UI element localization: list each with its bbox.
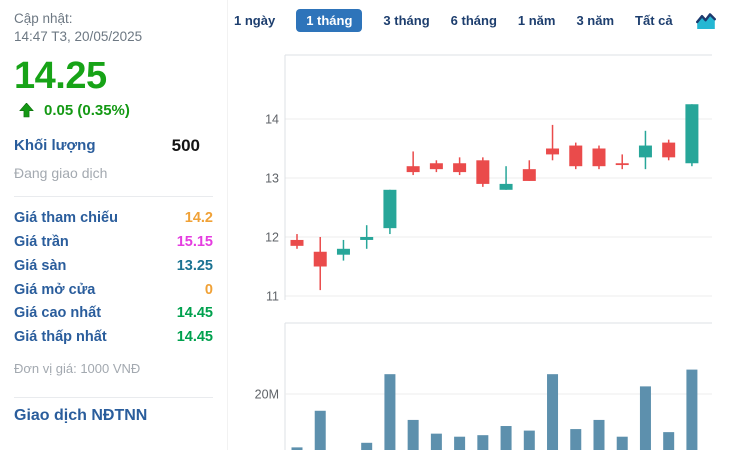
info-row-gia-san: Giá sàn 13.25	[14, 254, 213, 278]
volume-bar	[314, 410, 326, 450]
tab-6-thang[interactable]: 6 tháng	[450, 13, 497, 28]
candle-body	[569, 145, 583, 167]
candle-wick	[551, 124, 554, 161]
candle-body	[290, 239, 304, 246]
tab-tat-ca[interactable]: Tất cả	[635, 13, 673, 28]
volume-bar	[454, 436, 466, 450]
candle-body	[662, 142, 676, 158]
candle-body	[336, 248, 350, 255]
info-value: 14.45	[176, 328, 213, 345]
candle-body	[406, 166, 420, 173]
last-updated: Cập nhật: 14:47 T3, 20/05/2025	[14, 10, 213, 46]
candle-body	[499, 183, 513, 190]
candle-body	[383, 189, 397, 229]
volume-bar	[361, 442, 373, 450]
volume-bar	[593, 419, 605, 450]
tab-1-thang[interactable]: 1 tháng	[296, 9, 363, 32]
info-value: 0	[204, 281, 213, 298]
candle-body	[546, 148, 560, 155]
volume-bar	[384, 374, 396, 450]
candle-body	[476, 160, 490, 184]
volume-label: Khối lượng	[14, 137, 96, 155]
divider	[14, 195, 213, 197]
price-info-rows: Giá tham chiếu 14.2 Giá trần 15.15 Giá sàn 13…	[14, 207, 213, 349]
volume-bar	[686, 369, 698, 450]
volume-row: Khối lượng 500	[14, 136, 213, 156]
tab-3-thang[interactable]: 3 tháng	[383, 13, 430, 28]
info-row-gia-tham-chieu: Giá tham chiếu 14.2	[14, 207, 213, 231]
price-change-value: 0.05 (0.35%)	[44, 101, 130, 119]
quote-sidebar: Cập nhật: 14:47 T3, 20/05/2025 14.25 0.0…	[0, 0, 228, 450]
price-change-row: 0.05 (0.35%)	[19, 102, 213, 119]
trading-status: Đang giao dịch	[14, 164, 108, 181]
candle-body	[685, 104, 699, 164]
candle-body	[592, 148, 606, 167]
area-chart-icon[interactable]	[695, 12, 716, 30]
volume-bar	[291, 447, 303, 450]
info-label: Giá mở cửa	[14, 281, 96, 298]
info-label: Giá trần	[14, 234, 69, 251]
info-value: 14.45	[176, 305, 213, 322]
tab-1-ngay[interactable]: 1 ngày	[234, 13, 276, 28]
volume-bar	[570, 429, 582, 450]
volume-bar	[430, 433, 442, 450]
chart-panel: 1 ngày 1 tháng 3 tháng 6 tháng 1 năm 3 năm Tất…	[228, 0, 750, 450]
info-label: Giá cao nhất	[14, 305, 102, 322]
foreign-trading-title: Giao dịch NĐTNN	[14, 406, 148, 424]
info-value: 14.2	[184, 210, 213, 227]
candle-body	[638, 145, 652, 158]
info-value: 15.15	[176, 234, 213, 251]
info-row-gia-cao-nhat: Giá cao nhất 14.45	[14, 301, 213, 325]
volume-axis-label: 20M	[255, 388, 279, 402]
info-value: 13.25	[176, 257, 213, 274]
volume-bar	[407, 419, 419, 450]
candle-body	[615, 163, 629, 166]
info-label: Giá thấp nhất	[14, 328, 107, 345]
range-tabs: 1 ngày 1 tháng 3 tháng 6 tháng 1 năm 3 năm Tất…	[228, 0, 750, 32]
up-arrow-icon	[19, 102, 34, 118]
price-axis-label: 12	[265, 231, 279, 245]
tab-1-nam[interactable]: 1 năm	[517, 13, 556, 28]
volume-bar	[547, 374, 559, 450]
candle-body	[313, 251, 327, 267]
current-price: 14.25	[14, 54, 107, 97]
price-axis-label: 13	[265, 172, 279, 186]
info-row-gia-thap-nhat: Giá thấp nhất 14.45	[14, 325, 213, 349]
info-row-gia-mo-cua: Giá mở cửa 0	[14, 278, 213, 302]
candle-body	[429, 163, 443, 170]
stock-chart-svg[interactable]: 11 12 13 14 20M	[232, 40, 750, 450]
candle-body	[522, 169, 536, 181]
price-axis-label: 11	[266, 290, 279, 304]
info-row-gia-tran: Giá trần 15.15	[14, 230, 213, 254]
volume-bar	[616, 436, 628, 450]
candle-body	[453, 163, 467, 173]
divider	[14, 396, 213, 398]
tab-3-nam[interactable]: 3 năm	[576, 13, 615, 28]
last-updated-time: 14:47 T3, 20/05/2025	[14, 28, 143, 44]
volume-bar	[500, 426, 512, 450]
info-label: Giá sàn	[14, 257, 67, 274]
volume-bar	[663, 432, 675, 450]
last-updated-label: Cập nhật:	[14, 11, 73, 26]
candle-wick	[621, 154, 623, 170]
volume-bar	[523, 430, 535, 450]
volume-bar	[639, 386, 651, 450]
info-label: Giá tham chiếu	[14, 210, 118, 227]
volume-bar	[477, 435, 489, 450]
volume-value: 500	[171, 135, 200, 155]
price-unit-note: Đơn vị giá: 1000 VNĐ	[14, 360, 141, 376]
candle-wick	[505, 166, 507, 190]
candle-wick	[412, 151, 414, 176]
price-axis-label: 14	[265, 113, 279, 127]
candle-body	[360, 237, 374, 240]
